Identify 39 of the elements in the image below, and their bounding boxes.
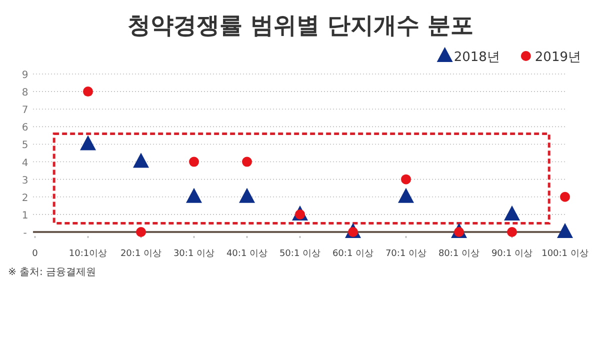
point xyxy=(133,152,149,168)
point xyxy=(189,156,199,167)
y-tick-label: 6 xyxy=(22,122,28,134)
legend-label: 2018년 xyxy=(454,50,500,65)
y-tick-label: - xyxy=(23,228,28,239)
point xyxy=(560,192,570,202)
point xyxy=(80,135,96,150)
y-tick-label: 5 xyxy=(22,140,28,152)
legend-label: 2019년 xyxy=(534,50,581,65)
x-tick-label: 40:1 이상 xyxy=(226,249,268,259)
point xyxy=(186,188,202,203)
point xyxy=(507,227,517,237)
text: ※ 출처: 금융결제원 xyxy=(8,267,96,278)
point xyxy=(239,188,255,203)
x-tick-label: 50:1 이상 xyxy=(279,249,321,259)
x-tick-label: 30:1 이상 xyxy=(173,249,215,259)
chart-title: 청약경쟁률 범위별 단지개수 분포 xyxy=(127,13,474,39)
y-tick-label: 4 xyxy=(22,158,28,169)
point xyxy=(504,205,520,220)
y-tick-label: 8 xyxy=(22,88,28,99)
y-tick-label: 1 xyxy=(22,210,28,222)
x-tick-label: 100:1 이상 xyxy=(542,249,588,259)
y-tick-label: 7 xyxy=(22,105,28,116)
point xyxy=(83,86,93,97)
y-tick-label: 3 xyxy=(22,175,28,186)
point xyxy=(401,174,411,184)
x-tick-label: 20:1 이상 xyxy=(120,249,162,259)
point xyxy=(398,188,414,203)
point xyxy=(136,227,146,237)
y-tick-label: 2 xyxy=(22,192,28,204)
x-tick-label: 70:1 이상 xyxy=(385,249,427,259)
x-tick-label: 80:1 이상 xyxy=(438,249,480,259)
y-tick-label: 9 xyxy=(22,70,28,81)
x-tick-label: 60:1 이상 xyxy=(332,249,374,259)
point xyxy=(557,223,573,238)
point xyxy=(242,156,252,167)
x-tick-label: 10:1이상 xyxy=(68,249,108,259)
x-tick-label: 90:1 이상 xyxy=(491,249,533,259)
x-tick-label: 0 xyxy=(32,249,38,259)
